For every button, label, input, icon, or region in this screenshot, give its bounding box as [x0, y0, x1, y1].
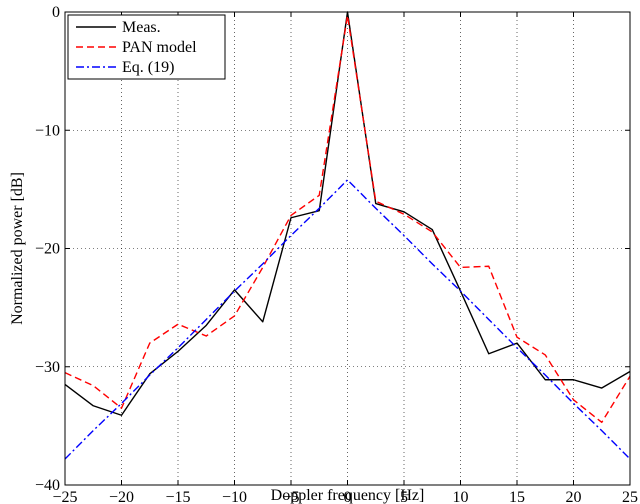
x-tick-label: −5: [282, 489, 299, 504]
y-tick-label: −10: [35, 122, 60, 139]
y-tick-label: 0: [52, 4, 60, 21]
y-tick-label: −40: [35, 477, 60, 494]
legend-label-3: Eq. (19): [122, 59, 174, 76]
x-tick-label: −10: [222, 489, 247, 504]
x-tick-label: 10: [453, 489, 469, 504]
x-tick-label: 0: [344, 489, 352, 504]
x-tick-label: 5: [400, 489, 408, 504]
x-tick-label: −25: [52, 489, 77, 504]
tick-labels: −25 −20 −15 −10 −5 0 5 10 15 20 25 0 −10 −20 −30 −40: [35, 4, 638, 504]
x-tick-label: 25: [622, 489, 638, 504]
y-axis-label: Normalized power [dB]: [9, 172, 26, 325]
y-tick-label: −20: [35, 241, 60, 258]
x-tick-label: −20: [109, 489, 134, 504]
series-line-2: [64, 14, 631, 424]
x-axis-label: Doppler frequency [Hz]: [271, 487, 425, 504]
y-tick-label: −30: [35, 359, 60, 376]
legend-box: [67, 14, 226, 80]
legend-label-1: Meas.: [122, 19, 161, 36]
grid-lines: [65, 12, 630, 485]
legend-label-2: PAN model: [122, 39, 197, 56]
series-line-3: [64, 179, 631, 460]
x-tick-label: 15: [509, 489, 525, 504]
x-tick-label: 20: [566, 489, 582, 504]
legend: Meas. PAN model Eq. (19): [67, 14, 226, 80]
x-tick-label: −15: [165, 489, 190, 504]
